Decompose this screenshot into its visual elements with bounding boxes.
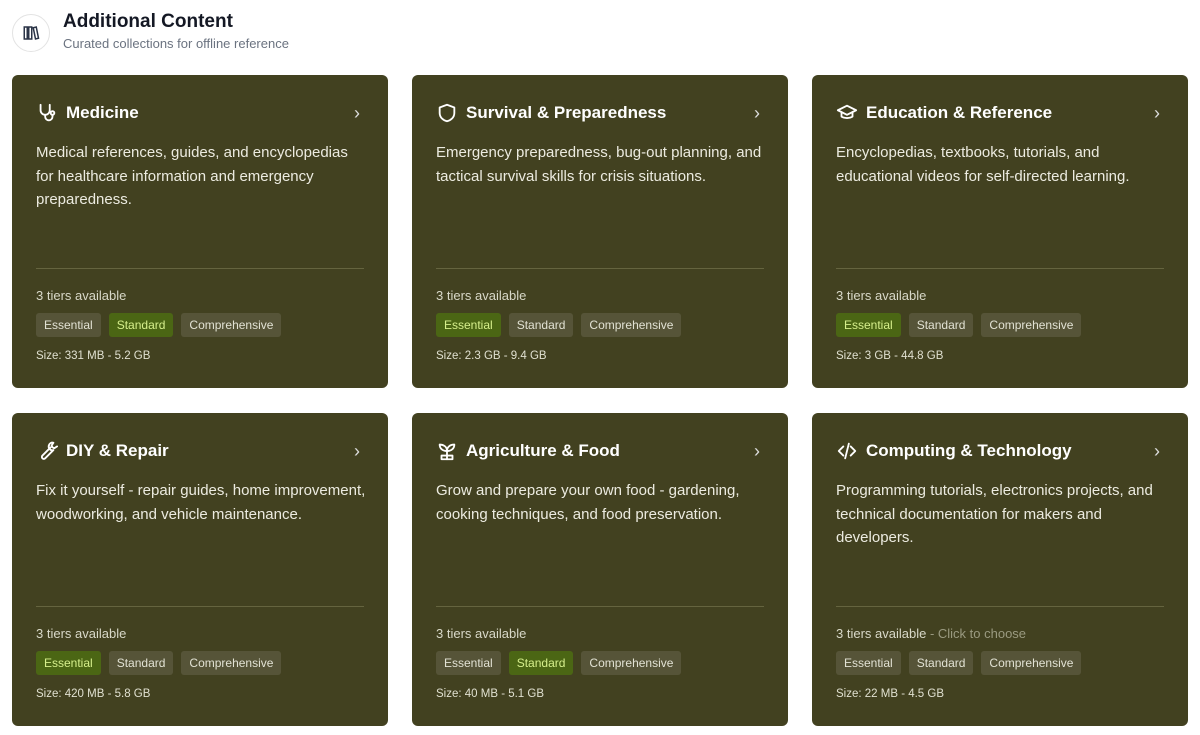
card-title: DIY & Repair (66, 441, 169, 460)
graduation-cap-icon (836, 104, 858, 119)
card-title: Survival & Preparedness (466, 103, 667, 122)
card-description: Medical references, guides, and encyclop… (36, 144, 348, 208)
card-footer: 3 tiers available Essential Standard Compr… (36, 268, 364, 362)
tier-badge-standard[interactable]: Standard (908, 651, 974, 675)
tier-badge-standard[interactable]: Standard (508, 651, 574, 675)
wrench-icon (40, 441, 58, 460)
tier-badges: Essential Standard Comprehensive (36, 313, 364, 337)
card-description: Emergency preparedness, bug-out planning… (436, 144, 762, 185)
chevron-right-icon[interactable]: › (1154, 103, 1160, 123)
card-description: Fix it yourself - repair guides, home im… (36, 482, 366, 523)
size-range: Size: 420 MB - 5.8 GB (36, 688, 151, 700)
size-range: Size: 22 MB - 4.5 GB (836, 688, 945, 700)
tiers-count: 3 tiers available (436, 288, 527, 303)
tier-badges: Essential Standard Comprehensive (436, 651, 764, 675)
page-title: Additional Content (63, 11, 233, 32)
card-footer: 3 tiers available Essential Standard Compr… (436, 606, 764, 700)
collection-card[interactable]: DIY & Repair › Fix it yourself - repair … (12, 413, 388, 726)
collection-card[interactable]: Computing & Technology › Programming tut… (812, 413, 1188, 726)
chevron-right-icon[interactable]: › (354, 441, 360, 461)
tier-badge-comprehensive[interactable]: Comprehensive (581, 313, 682, 337)
card-footer: 3 tiers available Essential Standard Compr… (836, 268, 1164, 362)
tiers-count: 3 tiers available (36, 288, 127, 303)
collection-card[interactable]: Medicine › Medical references, guides, a… (12, 75, 388, 388)
size-range: Size: 2.3 GB - 9.4 GB (436, 350, 547, 362)
tiers-count: 3 tiers available (836, 288, 927, 303)
shield-icon (438, 103, 456, 123)
collection-card[interactable]: Survival & Preparedness › Emergency prep… (412, 75, 788, 388)
collection-card[interactable]: Education & Reference › Encyclopedias, t… (812, 75, 1188, 388)
choose-hint: - Click to choose (926, 626, 1027, 641)
size-range: Size: 40 MB - 5.1 GB (436, 688, 545, 700)
tier-badge-standard[interactable]: Standard (508, 313, 574, 337)
tier-badge-essential[interactable]: Essential (436, 313, 501, 337)
tiers-label: 3 tiers available (436, 288, 764, 303)
tier-badge-essential[interactable]: Essential (36, 313, 101, 337)
card-footer: 3 tiers available Essential Standard Compr… (36, 606, 364, 700)
page-subtitle: Curated collections for offline referenc… (63, 36, 289, 51)
tier-badge-comprehensive[interactable]: Comprehensive (981, 313, 1082, 337)
card-title-row: Computing & Technology (836, 437, 1164, 465)
tier-badge-essential[interactable]: Essential (836, 313, 901, 337)
card-title-row: Agriculture & Food (436, 437, 764, 465)
tier-badges: Essential Standard Comprehensive (436, 313, 764, 337)
sprout-icon (438, 443, 456, 461)
tier-badge-standard[interactable]: Standard (108, 651, 174, 675)
page-header: Additional Content Curated collections f… (12, 11, 289, 52)
stethoscope-icon (39, 103, 56, 122)
tiers-count: 3 tiers available (36, 626, 127, 641)
size-range: Size: 3 GB - 44.8 GB (836, 350, 944, 362)
card-description: Programming tutorials, electronics proje… (836, 482, 1153, 546)
tier-badge-comprehensive[interactable]: Comprehensive (181, 313, 282, 337)
tier-badges: Essential Standard Comprehensive (836, 651, 1164, 675)
tier-badge-essential[interactable]: Essential (836, 651, 901, 675)
card-title-row: Medicine (36, 99, 364, 127)
tier-badge-comprehensive[interactable]: Comprehensive (181, 651, 282, 675)
card-title-row: Survival & Preparedness (436, 99, 764, 127)
size-range: Size: 331 MB - 5.2 GB (36, 350, 151, 362)
collection-grid: Medicine › Medical references, guides, a… (12, 75, 1188, 726)
card-footer: 3 tiers available Essential Standard Compr… (436, 268, 764, 362)
tiers-label: 3 tiers available (36, 626, 364, 641)
chevron-right-icon[interactable]: › (354, 103, 360, 123)
tiers-label: 3 tiers available (436, 626, 764, 641)
card-title-row: Education & Reference (836, 99, 1164, 127)
card-title: Agriculture & Food (466, 441, 620, 460)
tier-badge-comprehensive[interactable]: Comprehensive (981, 651, 1082, 675)
code-icon (837, 442, 857, 460)
card-footer: 3 tiers available - Click to choose Esse… (836, 606, 1164, 700)
card-title: Computing & Technology (866, 441, 1072, 460)
chevron-right-icon[interactable]: › (754, 103, 760, 123)
chevron-right-icon[interactable]: › (754, 441, 760, 461)
tiers-count: 3 tiers available (836, 626, 927, 641)
card-title: Medicine (66, 103, 139, 122)
tiers-label: 3 tiers available - Click to choose (836, 626, 1164, 641)
chevron-right-icon[interactable]: › (1154, 441, 1160, 461)
card-description: Grow and prepare your own food - gardeni… (436, 482, 740, 523)
tiers-count: 3 tiers available (436, 626, 527, 641)
tier-badge-essential[interactable]: Essential (36, 651, 101, 675)
collection-card[interactable]: Agriculture & Food › Grow and prepare yo… (412, 413, 788, 726)
tiers-label: 3 tiers available (36, 288, 364, 303)
tier-badge-comprehensive[interactable]: Comprehensive (581, 651, 682, 675)
tier-badges: Essential Standard Comprehensive (36, 651, 364, 675)
tier-badge-standard[interactable]: Standard (908, 313, 974, 337)
card-title: Education & Reference (866, 103, 1053, 122)
card-title-row: DIY & Repair (36, 437, 364, 465)
tier-badge-essential[interactable]: Essential (436, 651, 501, 675)
tier-badges: Essential Standard Comprehensive (836, 313, 1164, 337)
card-description: Encyclopedias, textbooks, tutorials, and… (836, 144, 1130, 185)
tiers-label: 3 tiers available (836, 288, 1164, 303)
library-icon (12, 14, 50, 52)
tier-badge-standard[interactable]: Standard (108, 313, 174, 337)
